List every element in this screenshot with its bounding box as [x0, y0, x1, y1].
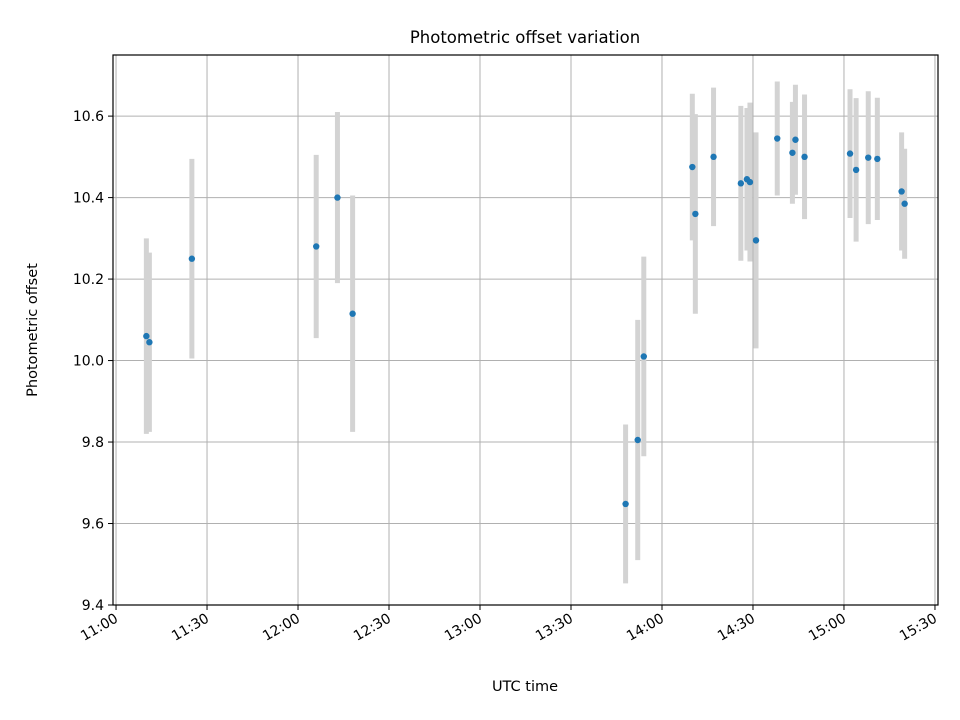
data-point — [746, 178, 754, 186]
x-tick-label: 11:30 — [169, 611, 212, 645]
error-bars — [143, 81, 908, 584]
y-tick-label: 9.4 — [82, 598, 104, 614]
data-point — [865, 154, 872, 161]
data-point — [143, 332, 150, 340]
data-points — [143, 135, 908, 508]
y-tick-label: 9.6 — [82, 517, 104, 533]
data-point — [789, 149, 796, 156]
plot-frame — [112, 54, 939, 606]
data-point — [737, 180, 745, 187]
data-point — [852, 166, 860, 174]
x-axis-ticks: 11:00 11:30 12:00 12:30 13:00 13:30 14:00 14:30… — [78, 605, 940, 645]
y-tick-label: 10.0 — [73, 354, 104, 370]
data-point — [774, 135, 781, 142]
data-point — [188, 255, 196, 262]
data-point — [898, 188, 905, 195]
data-point — [640, 353, 647, 360]
x-tick-label: 12:00 — [260, 611, 303, 645]
data-point — [313, 243, 320, 250]
data-point — [752, 237, 760, 244]
data-point — [792, 136, 799, 143]
data-point — [146, 339, 153, 346]
data-point — [622, 500, 629, 508]
data-point — [349, 310, 356, 317]
x-tick-label: 14:30 — [715, 611, 758, 645]
data-point — [846, 150, 854, 157]
y-tick-label: 9.8 — [82, 435, 104, 451]
x-tick-label: 15:30 — [897, 611, 940, 645]
x-tick-label: 13:30 — [533, 611, 576, 645]
y-axis-ticks: 9.4 9.6 9.8 10.0 10.2 10.4 10.6 — [73, 109, 113, 614]
x-tick-label: 12:30 — [351, 611, 394, 645]
data-point — [334, 194, 341, 201]
data-point — [692, 210, 699, 218]
x-tick-label: 11:00 — [78, 611, 121, 645]
data-point — [710, 153, 717, 161]
x-tick-label: 13:00 — [442, 611, 485, 645]
grid-lines — [113, 55, 938, 606]
data-point — [901, 200, 908, 207]
x-tick-label: 15:00 — [806, 611, 849, 645]
chart-title: Photometric offset variation — [410, 28, 640, 47]
data-point — [689, 163, 696, 171]
data-point — [801, 153, 808, 161]
data-point — [874, 155, 881, 163]
y-tick-label: 10.4 — [73, 191, 104, 207]
x-axis-label: UTC time — [492, 679, 558, 695]
y-axis-label: Photometric offset — [25, 263, 41, 397]
x-tick-label: 14:00 — [624, 611, 667, 645]
data-point — [634, 436, 641, 444]
y-tick-label: 10.2 — [73, 272, 104, 288]
y-tick-label: 10.6 — [73, 109, 104, 125]
